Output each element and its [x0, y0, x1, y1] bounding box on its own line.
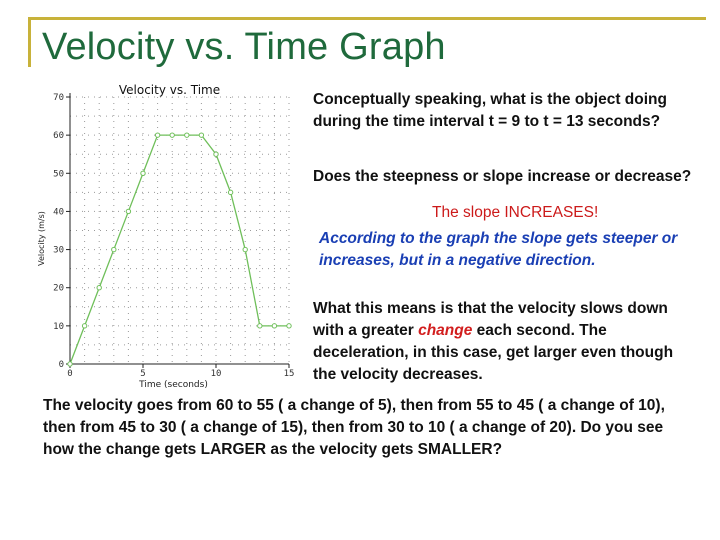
x-tick-label: 5	[140, 369, 145, 379]
meaning-paragraph: What this means is that the velocity slo…	[313, 298, 698, 386]
data-point	[169, 132, 175, 138]
title-frame-top	[28, 17, 706, 20]
y-tick-label: 60	[53, 131, 64, 141]
y-tick-label: 20	[53, 284, 64, 294]
data-point	[286, 323, 292, 329]
chart-grid	[69, 96, 290, 365]
data-point	[125, 208, 132, 215]
data-point	[242, 246, 248, 253]
chart-title: Velocity vs. Time	[119, 83, 220, 97]
y-tick-label: 50	[53, 169, 64, 179]
data-point	[227, 189, 234, 196]
y-tick-label: 0	[59, 360, 64, 370]
y-tick-label: 40	[53, 207, 64, 217]
chart-series	[67, 132, 292, 367]
y-tick-label: 30	[53, 246, 64, 256]
data-point	[213, 151, 219, 157]
title-frame-left	[28, 17, 31, 67]
data-point	[81, 323, 88, 329]
y-tick-label: 70	[53, 93, 64, 103]
chart-axes: 0 10 20 30 40 50 60 70 0 5 10 15	[53, 93, 294, 379]
data-point	[257, 323, 263, 329]
slope-explanation: According to the graph the slope gets st…	[319, 230, 678, 269]
data-point	[111, 246, 117, 253]
data-point	[154, 132, 161, 138]
chart-y-axis-label: Velocity (m/s)	[37, 211, 46, 266]
change-highlight: change	[418, 322, 473, 339]
slope-answer: The slope INCREASES!	[432, 204, 599, 221]
meaning-text-end: each second. The deceleration, in this c…	[313, 322, 674, 383]
slide-title: Velocity vs. Time Graph	[42, 26, 446, 68]
y-tick-label: 10	[53, 322, 64, 332]
velocity-change-summary: The velocity goes from 60 to 55 ( a chan…	[43, 397, 665, 458]
data-point	[184, 132, 190, 138]
data-point	[96, 285, 102, 291]
data-point	[140, 170, 146, 176]
x-tick-label: 15	[284, 369, 295, 379]
series-line	[69, 134, 289, 365]
meaning-text-start: What this means is that the velocity slo…	[313, 300, 668, 339]
x-tick-label: 10	[211, 369, 222, 379]
data-point	[67, 361, 73, 367]
data-point	[198, 132, 205, 138]
chart-x-axis-label: Time (seconds)	[138, 380, 208, 390]
x-tick-label: 0	[67, 369, 72, 379]
question-time-interval: Conceptually speaking, what is the objec…	[313, 91, 667, 130]
data-point	[271, 323, 278, 329]
question-slope: Does the steepness or slope increase or …	[313, 168, 692, 185]
